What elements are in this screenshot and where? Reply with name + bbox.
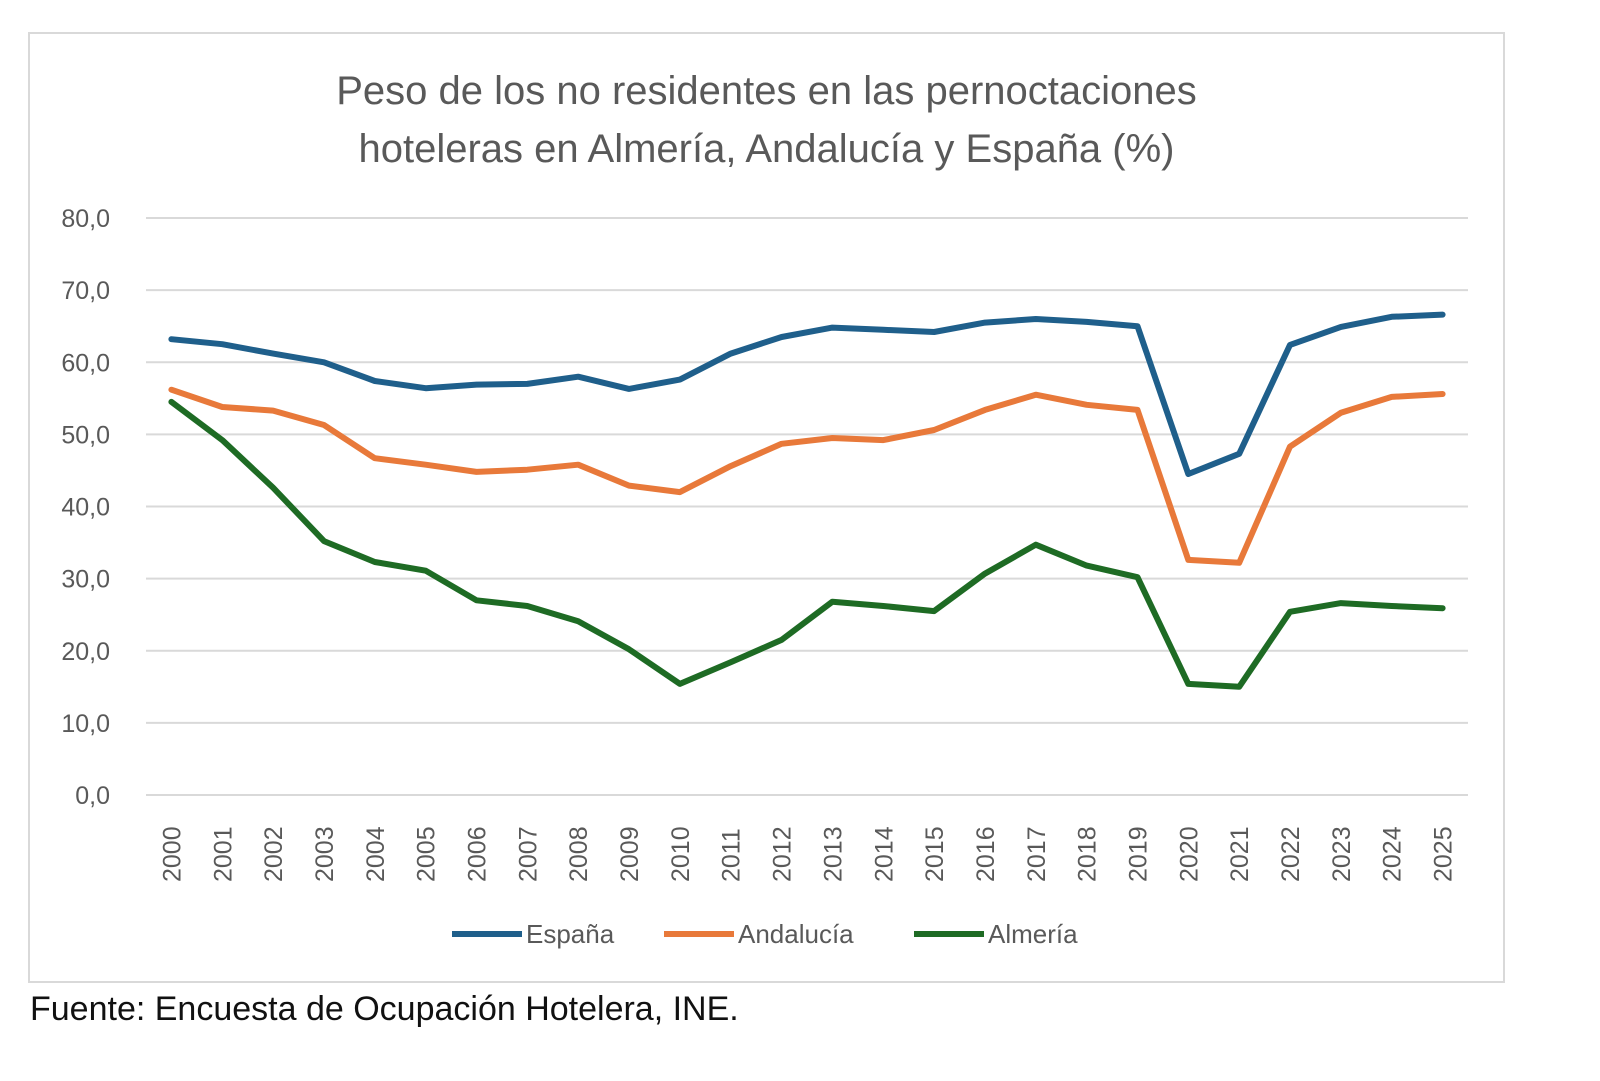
chart-title: Peso de los no residentes en las pernoct… <box>28 62 1505 178</box>
x-tick-label: 2002 <box>260 826 288 882</box>
x-tick-label: 2004 <box>362 826 390 882</box>
y-tick-label: 80,0 <box>61 205 110 233</box>
source-note: Fuente: Encuesta de Ocupación Hotelera, … <box>30 990 739 1028</box>
x-tick-label: 2013 <box>819 826 847 882</box>
x-tick-label: 2014 <box>870 826 898 882</box>
x-tick-label: 2022 <box>1277 826 1305 882</box>
y-tick-label: 20,0 <box>61 638 110 666</box>
x-tick-label: 2006 <box>464 826 492 882</box>
x-tick-label: 2000 <box>158 826 186 882</box>
legend-label: Andalucía <box>738 919 854 949</box>
y-tick-label: 40,0 <box>61 494 110 522</box>
series-line-andalucía <box>168 386 1446 566</box>
x-tick-label: 2018 <box>1074 826 1102 882</box>
x-tick-label: 2003 <box>311 826 339 882</box>
x-tick-label: 2008 <box>565 826 593 882</box>
x-tick-label: 2017 <box>1023 826 1051 882</box>
x-tick-label: 2025 <box>1430 826 1458 882</box>
x-tick-label: 2021 <box>1226 826 1254 882</box>
series-line-españa <box>168 311 1446 477</box>
x-tick-label: 2015 <box>921 826 949 882</box>
x-tick-label: 2005 <box>413 826 441 882</box>
x-tick-label: 2020 <box>1175 826 1203 882</box>
x-tick-label: 2010 <box>667 826 695 882</box>
chart-frame <box>28 32 1505 983</box>
y-tick-label: 50,0 <box>61 421 110 449</box>
y-tick-label: 70,0 <box>61 277 110 305</box>
y-tick-label: 60,0 <box>61 349 110 377</box>
x-tick-label: 2009 <box>616 826 644 882</box>
series-line-almería <box>168 398 1446 690</box>
x-tick-label: 2016 <box>972 826 1000 882</box>
x-tick-label: 2001 <box>209 826 237 882</box>
y-tick-label: 0,0 <box>75 782 110 810</box>
x-tick-label: 2011 <box>718 828 746 882</box>
legend-label: Almería <box>988 919 1078 949</box>
y-tick-label: 10,0 <box>61 710 110 738</box>
x-tick-label: 2019 <box>1125 826 1153 882</box>
legend-label: España <box>526 919 615 949</box>
x-tick-label: 2007 <box>514 826 542 882</box>
line-chart: 0,0 10,0 20,0 30,0 40,0 50,0 60,0 70,0 80,0 2000 2… <box>61 205 1468 949</box>
chart-title-line-2: hoteleras en Almería, Andalucía y España… <box>358 127 1175 171</box>
x-tick-label: 2024 <box>1379 826 1407 882</box>
chart-title-line-1: Peso de los no residentes en las pernoct… <box>336 69 1197 113</box>
x-tick-label: 2012 <box>769 826 797 882</box>
x-tick-label: 2023 <box>1328 826 1356 882</box>
y-tick-label: 30,0 <box>61 566 110 594</box>
